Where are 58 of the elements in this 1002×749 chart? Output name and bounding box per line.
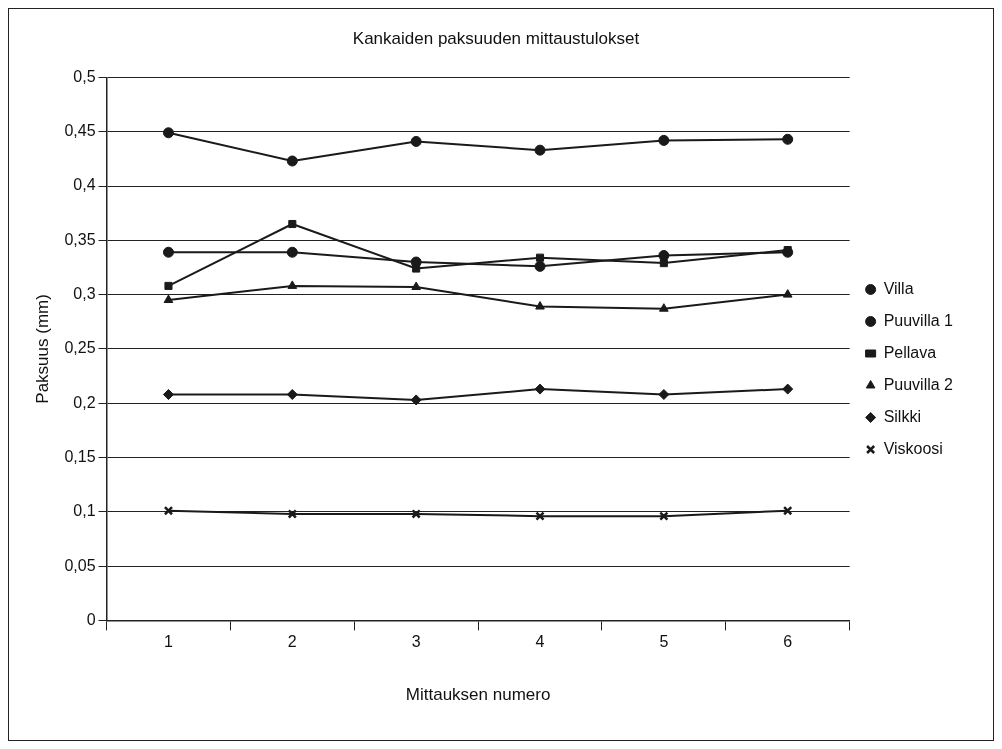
legend-label: Pellava — [883, 343, 937, 361]
legend-label: Puuvilla 2 — [883, 375, 954, 393]
x-tick-label: 3 — [411, 633, 421, 651]
point — [411, 281, 421, 290]
point — [658, 134, 670, 146]
point — [163, 294, 174, 304]
point — [162, 246, 174, 258]
y-axis-title: Paksuus (mm) — [32, 294, 52, 404]
point — [782, 505, 793, 516]
y-tick-label: 0,35 — [64, 230, 96, 248]
y-tick-label: 0,05 — [64, 556, 96, 574]
point — [288, 219, 297, 229]
y-tick-label: 0 — [86, 610, 96, 628]
point — [287, 280, 298, 289]
point — [286, 155, 298, 167]
y-tick-label: 0,4 — [73, 176, 96, 194]
legend-label: Silkki — [883, 407, 921, 425]
point — [782, 289, 793, 298]
point — [535, 253, 545, 262]
y-tick-label: 0,45 — [64, 122, 96, 140]
legend-label: Villa — [883, 279, 914, 297]
x-tick-label: 6 — [783, 633, 793, 651]
point — [412, 264, 421, 273]
x-tick-label: 1 — [164, 633, 174, 651]
legend-label: Viskoosi — [883, 439, 943, 457]
point — [411, 509, 421, 519]
y-tick-label: 0,25 — [64, 339, 96, 357]
x-tick-label: 5 — [659, 633, 669, 651]
point — [782, 383, 794, 395]
x-tick-label: 4 — [535, 633, 545, 651]
x-axis-title: Mittauksen numero — [405, 685, 551, 705]
point — [659, 303, 669, 312]
y-tick-label: 0,5 — [73, 67, 96, 85]
point — [659, 511, 669, 521]
y-tick-label: 0,3 — [73, 285, 96, 303]
point — [287, 509, 298, 519]
x-tick-label: 2 — [287, 633, 297, 651]
point — [535, 511, 545, 521]
point — [658, 389, 670, 401]
point — [534, 144, 546, 156]
legend-label: Puuvilla 1 — [883, 311, 954, 329]
chart-title: Kankaiden paksuuden mittaustulokset — [352, 28, 640, 48]
y-tick-label: 0,2 — [73, 393, 96, 411]
point — [410, 394, 422, 406]
y-tick-label: 0,1 — [73, 502, 96, 520]
point — [162, 389, 174, 401]
point — [410, 135, 422, 147]
point — [286, 246, 298, 258]
point — [534, 260, 546, 272]
point — [164, 281, 173, 290]
point — [163, 505, 174, 516]
point — [659, 259, 668, 268]
point — [162, 127, 174, 139]
y-tick-label: 0,15 — [64, 447, 96, 465]
point — [286, 389, 298, 401]
point — [535, 301, 545, 310]
point — [534, 383, 546, 395]
point — [782, 133, 794, 145]
